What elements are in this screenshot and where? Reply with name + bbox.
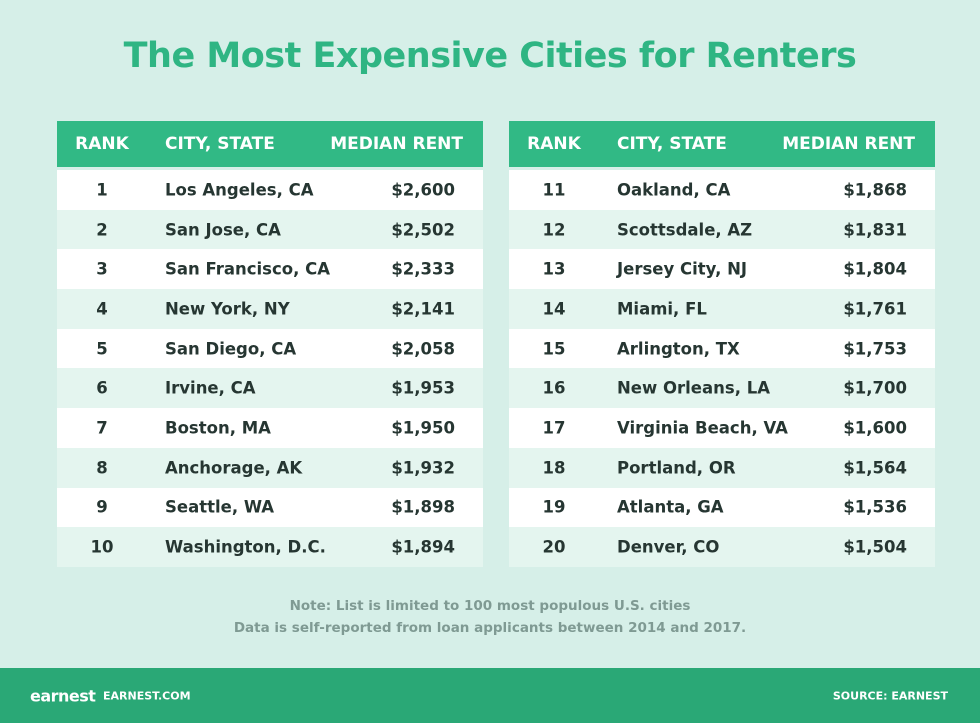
cell: 18	[542, 458, 566, 478]
table-row: 12 Scottsdale, AZ $1,831	[509, 209, 935, 250]
cell: $1,700	[843, 378, 907, 398]
table-row: 19 Atlanta, GA $1,536	[509, 487, 935, 528]
cell: $1,831	[843, 220, 907, 240]
cell: Los Angeles, CA	[165, 180, 314, 200]
cell: $1,753	[843, 339, 907, 359]
cell: San Diego, CA	[165, 339, 297, 359]
cell: New York, NY	[165, 299, 290, 319]
cell: Arlington, TX	[617, 339, 740, 359]
header-row: RANK CITY, STATE MEDIAN RENT	[57, 121, 483, 167]
cell: $1,564	[843, 458, 907, 478]
cell: Boston, MA	[165, 418, 271, 438]
cell: $1,804	[843, 259, 907, 279]
cell: $1,600	[843, 418, 907, 438]
cell: Anchorage, AK	[165, 458, 303, 478]
cell: Atlanta, GA	[617, 497, 724, 517]
cell: 13	[542, 259, 566, 279]
cell: $2,141	[391, 299, 455, 319]
cell: Oakland, CA	[617, 180, 731, 200]
table-row: 9 Seattle, WA $1,898	[57, 487, 483, 528]
cell: Seattle, WA	[165, 497, 275, 517]
header-cell: MEDIAN RENT	[782, 134, 915, 154]
note: Note: List is limited to 100 most populo…	[289, 598, 691, 614]
table: RANK CITY, STATE MEDIAN RENT 11 Oakland, CA $…	[509, 121, 935, 567]
cell: 8	[96, 458, 108, 478]
cell: 2	[96, 220, 108, 240]
cell: 14	[542, 299, 566, 319]
header-cell: RANK	[527, 134, 581, 154]
cell: $2,058	[391, 339, 455, 359]
cell: $1,761	[843, 299, 907, 319]
source: SOURCE: EARNEST	[832, 689, 948, 702]
cell: Jersey City, NJ	[617, 259, 748, 279]
table-row: 1 Los Angeles, CA $2,600	[57, 170, 483, 210]
header-cell: CITY, STATE	[165, 134, 275, 154]
cell: Irvine, CA	[165, 378, 256, 398]
table: RANK CITY, STATE MEDIAN RENT 1 Los Angeles, …	[57, 121, 483, 567]
cell: Scottsdale, AZ	[617, 220, 753, 240]
table-row: 18 Portland, OR $1,564	[509, 447, 935, 488]
cell: 16	[542, 378, 566, 398]
cell: 4	[96, 299, 108, 319]
cell: San Jose, CA	[165, 220, 281, 240]
cell: $1,953	[391, 378, 455, 398]
cell: 3	[96, 259, 108, 279]
cell: $2,502	[391, 220, 455, 240]
cell: 15	[542, 339, 566, 359]
cell: $1,894	[391, 537, 455, 557]
cell: Miami, FL	[617, 299, 707, 319]
cell: $1,898	[391, 497, 455, 517]
table-row: 10 Washington, D.C. $1,894	[57, 527, 483, 567]
cell: Portland, OR	[617, 458, 736, 478]
table-row: 13 Jersey City, NJ $1,804	[509, 249, 935, 290]
site: EARNEST.COM	[103, 689, 191, 702]
table-row: 20 Denver, CO $1,504	[509, 527, 935, 567]
cell: $1,932	[391, 458, 455, 478]
cell: 12	[542, 220, 566, 240]
header-cell: RANK	[75, 134, 129, 154]
cell: Denver, CO	[617, 537, 720, 557]
cell: 7	[96, 418, 108, 438]
cell: $2,333	[391, 259, 455, 279]
cell: $1,536	[843, 497, 907, 517]
cell: 19	[542, 497, 566, 517]
table-row: 16 New Orleans, LA $1,700	[509, 368, 935, 409]
table-row: 4 New York, NY $2,141	[57, 289, 483, 329]
cell: 5	[96, 339, 108, 359]
cell: 10	[90, 537, 114, 557]
cell: $1,868	[843, 180, 907, 200]
table-row: 3 San Francisco, CA $2,333	[57, 249, 483, 290]
table-row: 7 Boston, MA $1,950	[57, 408, 483, 448]
logo: earnest	[30, 686, 96, 705]
header-cell: CITY, STATE	[617, 134, 727, 154]
cell: $1,950	[391, 418, 455, 438]
table-row: 8 Anchorage, AK $1,932	[57, 447, 483, 488]
note: Data is self-reported from loan applican…	[233, 620, 747, 636]
cell: New Orleans, LA	[617, 378, 770, 398]
table-row: 5 San Diego, CA $2,058	[57, 328, 483, 369]
cell: $1,504	[843, 537, 907, 557]
cell: Virginia Beach, VA	[617, 418, 788, 438]
cell: Washington, D.C.	[165, 537, 326, 557]
footer: earnest EARNEST.COM SOURCE: EARNEST	[0, 668, 980, 723]
title: The Most Expensive Cities for Renters	[123, 36, 857, 76]
cell: 9	[96, 497, 108, 517]
cell: 6	[96, 378, 108, 398]
header-row: RANK CITY, STATE MEDIAN RENT	[509, 121, 935, 167]
table-row: 2 San Jose, CA $2,502	[57, 209, 483, 250]
cell: San Francisco, CA	[165, 259, 331, 279]
cell: 17	[542, 418, 566, 438]
cell: 11	[542, 180, 566, 200]
table-row: 15 Arlington, TX $1,753	[509, 328, 935, 369]
table-row: 14 Miami, FL $1,761	[509, 289, 935, 329]
table-row: 17 Virginia Beach, VA $1,600	[509, 408, 935, 448]
table-row: 11 Oakland, CA $1,868	[509, 170, 935, 210]
cell: 20	[542, 537, 566, 557]
cell: $2,600	[391, 180, 455, 200]
table-row: 6 Irvine, CA $1,953	[57, 368, 483, 409]
header-cell: MEDIAN RENT	[330, 134, 463, 154]
cell: 1	[96, 180, 108, 200]
